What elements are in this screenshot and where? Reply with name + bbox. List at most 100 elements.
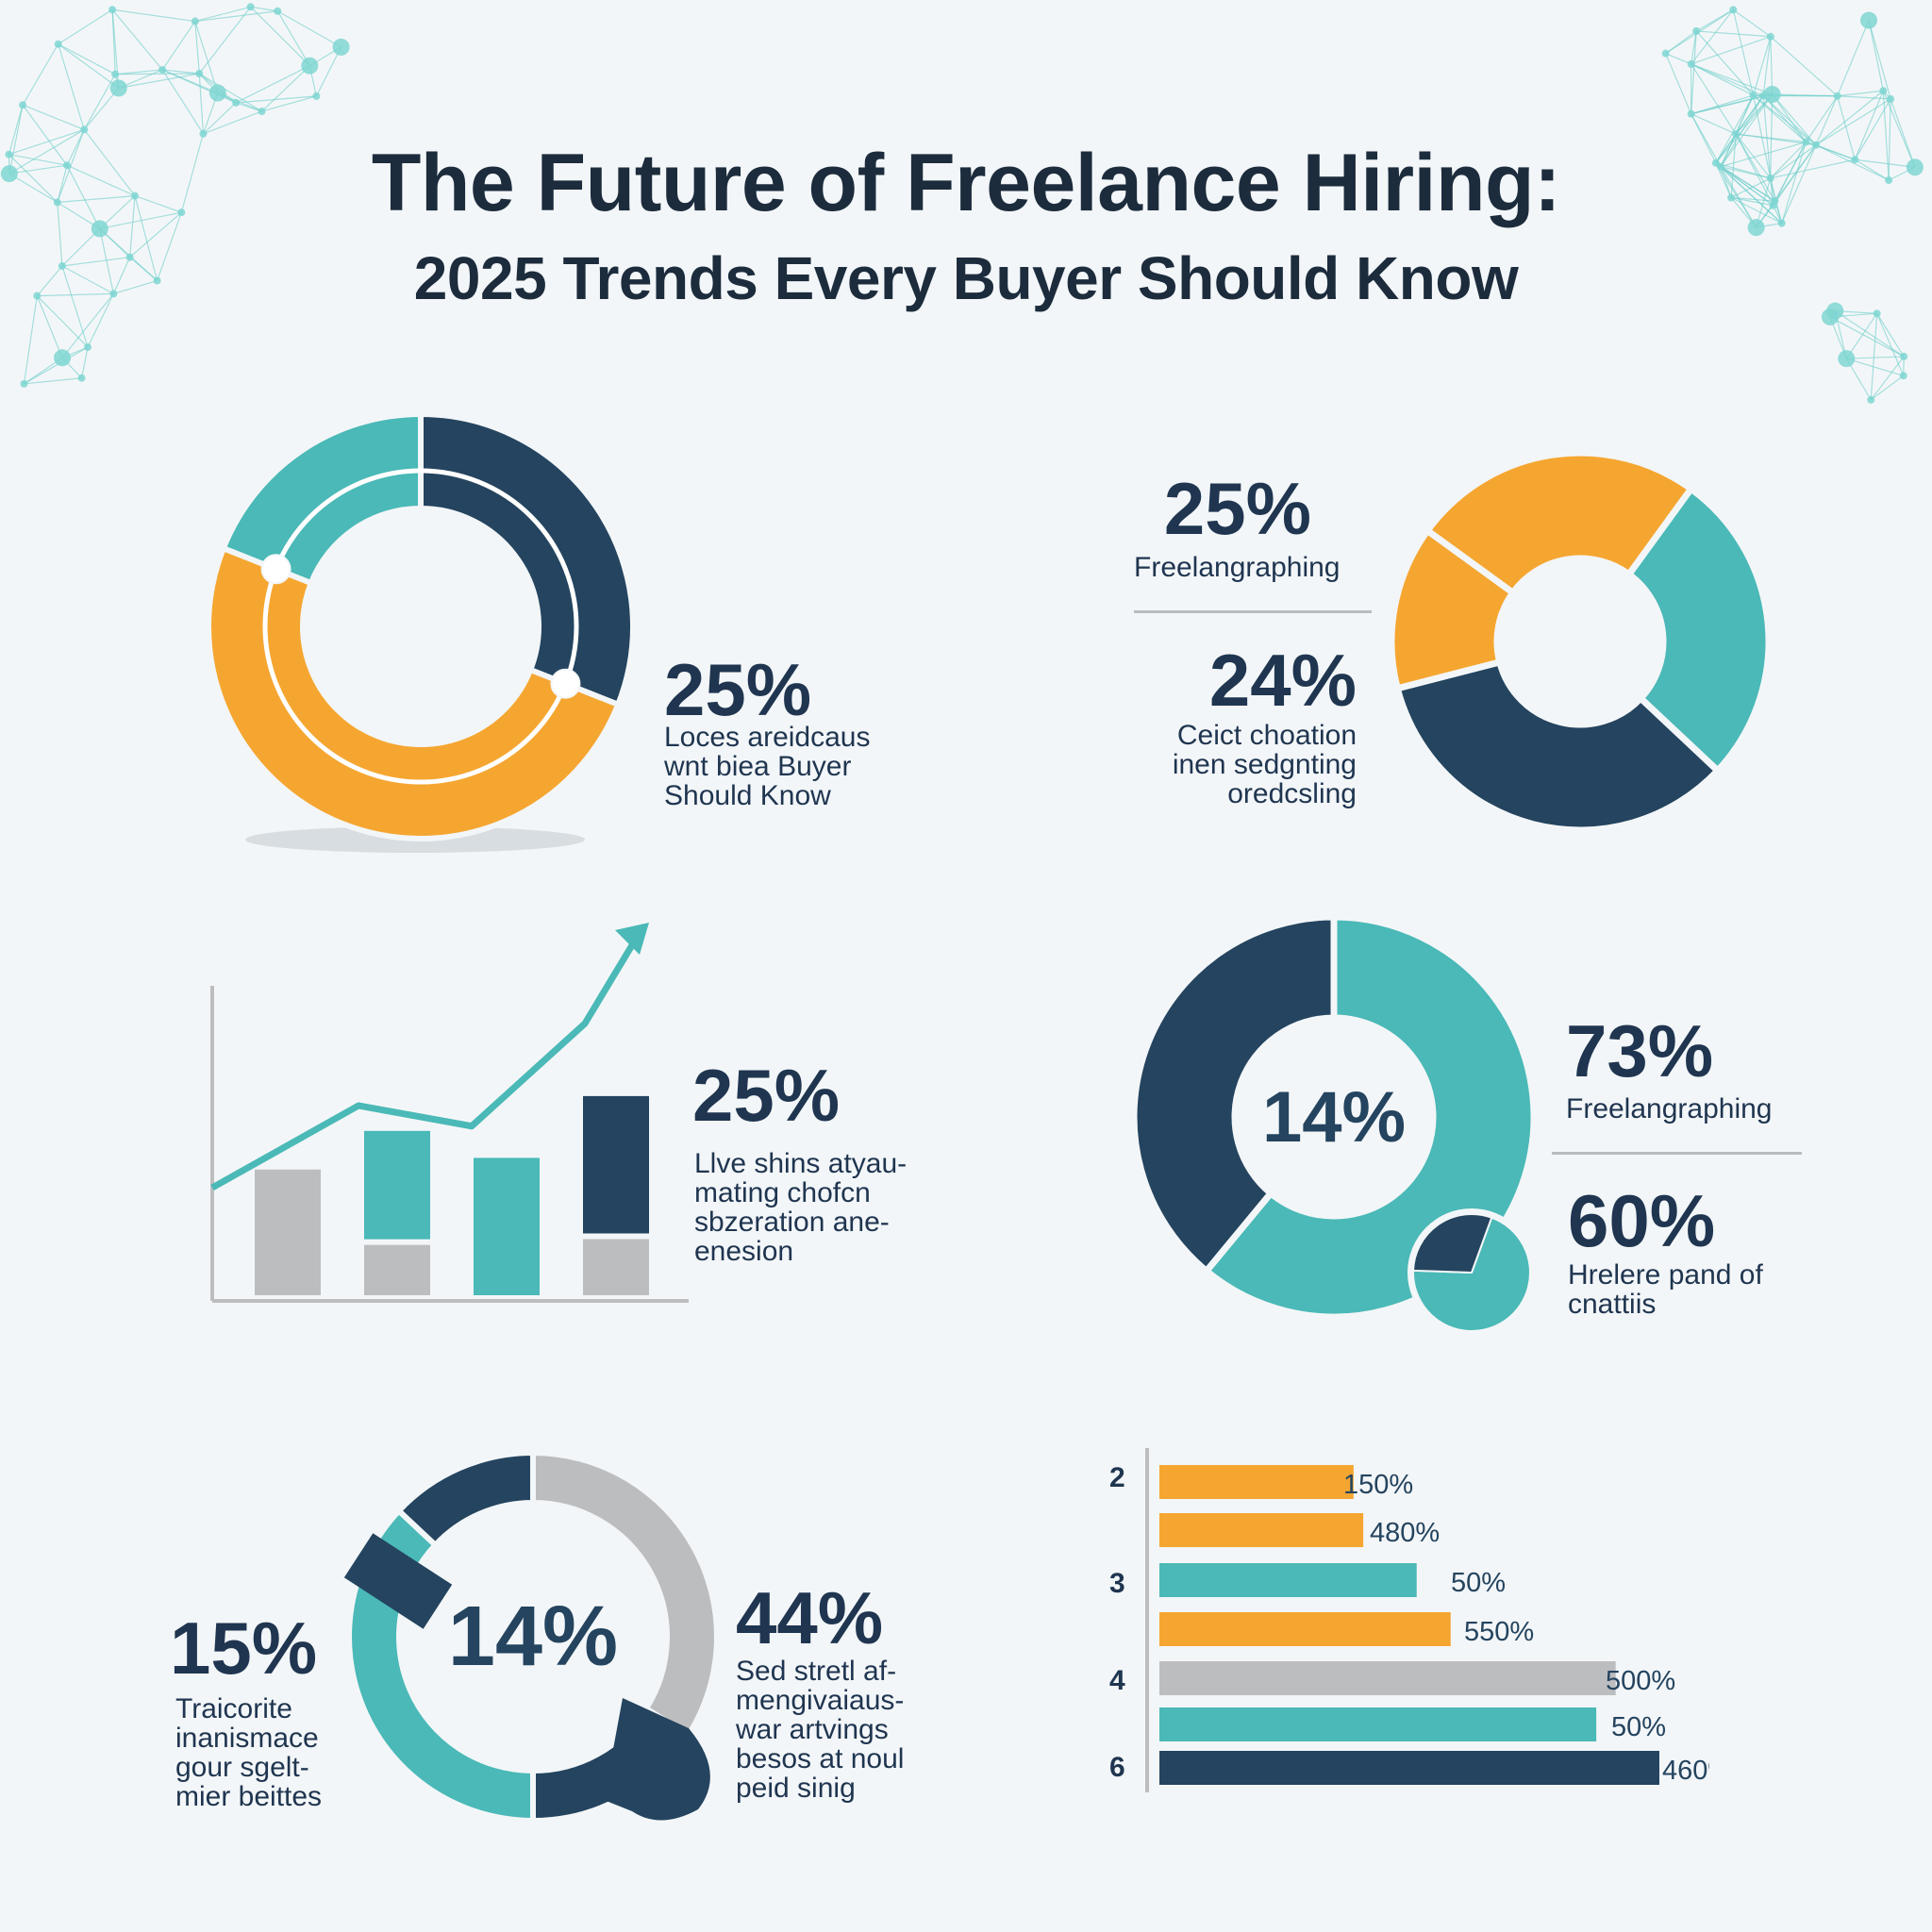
- inner-ring: [262, 468, 579, 785]
- network-link: [61, 265, 89, 348]
- network-node: [58, 261, 66, 270]
- network-link: [1837, 95, 1856, 160]
- network-link: [1752, 36, 1772, 96]
- inset-pie-slice: [1412, 1216, 1531, 1332]
- network-node: [1802, 138, 1810, 146]
- network-link: [24, 377, 82, 385]
- network-link: [1690, 8, 1734, 65]
- network-link: [1690, 63, 1754, 96]
- network-link: [1815, 90, 1884, 146]
- stat-value: 25%: [664, 648, 812, 731]
- stat-caption: Sed stretl af- mengivaiaus- war artvings…: [736, 1657, 904, 1803]
- network-node: [1766, 32, 1774, 41]
- network-link: [180, 133, 205, 213]
- network-link: [61, 292, 114, 358]
- network-link: [250, 6, 278, 12]
- row-number: 3: [1109, 1568, 1125, 1599]
- donut2-slice: [1624, 484, 1773, 775]
- network-link: [1696, 30, 1771, 38]
- network-link: [1690, 36, 1772, 65]
- network-link: [24, 346, 89, 385]
- network-link: [58, 43, 120, 89]
- network-link: [61, 228, 101, 267]
- caption-line: sbzeration ane-: [694, 1207, 890, 1238]
- network-node: [158, 65, 167, 74]
- network-node: [1687, 59, 1695, 68]
- network-node: [91, 220, 108, 238]
- stat-value: 25%: [1163, 467, 1311, 550]
- network-link: [1845, 312, 1878, 359]
- network-link: [236, 95, 317, 104]
- inset-pie-slice: [1412, 1213, 1493, 1274]
- network-link: [8, 154, 68, 166]
- caption-line: peid sinig: [736, 1773, 856, 1804]
- network-link: [1870, 356, 1905, 401]
- network-node: [208, 84, 226, 102]
- network-node: [1838, 350, 1856, 368]
- accent-block: [343, 1533, 453, 1629]
- network-node: [1763, 86, 1781, 104]
- network-node: [1906, 158, 1924, 176]
- caption-line: Llve shins atyau-: [694, 1148, 908, 1179]
- network-link: [57, 202, 63, 267]
- network-link: [1815, 98, 1891, 146]
- donut2-slice: [1388, 525, 1518, 692]
- donut-chart-4: 14%: [343, 1449, 720, 1824]
- network-link: [112, 8, 195, 23]
- network-link: [58, 43, 116, 75]
- network-link: [198, 73, 262, 112]
- horizontal-bar-chart: 150% 480% 50% 550% 500% 50% 460%: [1145, 1448, 1709, 1792]
- network-link: [99, 228, 114, 294]
- network-node: [19, 101, 27, 109]
- network-link: [194, 21, 219, 93]
- network-link: [57, 165, 68, 203]
- network-node: [1900, 352, 1908, 360]
- network-link: [1770, 158, 1856, 179]
- network-link: [1854, 91, 1884, 160]
- network-link: [36, 295, 63, 358]
- network-node: [80, 125, 89, 134]
- network-link: [58, 43, 85, 130]
- network-link: [1735, 133, 1774, 207]
- network-link: [1890, 98, 1916, 168]
- network-link: [129, 195, 136, 258]
- donut1-slice: [418, 410, 636, 708]
- network-link: [87, 293, 114, 348]
- network-link: [8, 173, 58, 204]
- stat-value: 15%: [170, 1607, 318, 1690]
- divider: [1134, 610, 1372, 613]
- network-node: [1732, 130, 1740, 139]
- network-link: [1720, 133, 1737, 167]
- network-link: [1834, 310, 1905, 358]
- network-decoration-right: [1661, 6, 1924, 404]
- network-link: [1815, 144, 1856, 160]
- network-link: [198, 6, 252, 75]
- network-link: [1815, 144, 1890, 181]
- bar-segment: [583, 1239, 649, 1295]
- donut4-slice: [394, 1449, 536, 1550]
- network-node: [63, 161, 72, 170]
- network-node: [1879, 87, 1888, 95]
- network-link: [8, 154, 58, 203]
- stat-value: 60%: [1568, 1179, 1716, 1262]
- caption-line: Freelangraphing: [1566, 1093, 1773, 1124]
- bar-label: 480%: [1370, 1518, 1440, 1548]
- network-node: [1711, 158, 1720, 167]
- network-link: [1730, 196, 1774, 207]
- network-node: [1749, 92, 1757, 100]
- stat-caption: Hrelere pand of cnattiis: [1568, 1260, 1763, 1319]
- network-link: [1837, 90, 1884, 97]
- network-link: [111, 8, 163, 71]
- caption-line: gour sgelt-: [175, 1752, 309, 1783]
- network-link: [8, 128, 85, 156]
- network-node: [1826, 302, 1844, 320]
- network-link: [83, 129, 136, 196]
- caption-line: Loces areidcaus: [664, 722, 871, 753]
- network-node: [84, 343, 92, 352]
- bar: [1159, 1707, 1597, 1741]
- network-link: [134, 195, 182, 213]
- network-link: [1732, 8, 1772, 38]
- network-link: [1730, 196, 1782, 225]
- network-link: [1854, 158, 1890, 181]
- bar: [1159, 1563, 1417, 1597]
